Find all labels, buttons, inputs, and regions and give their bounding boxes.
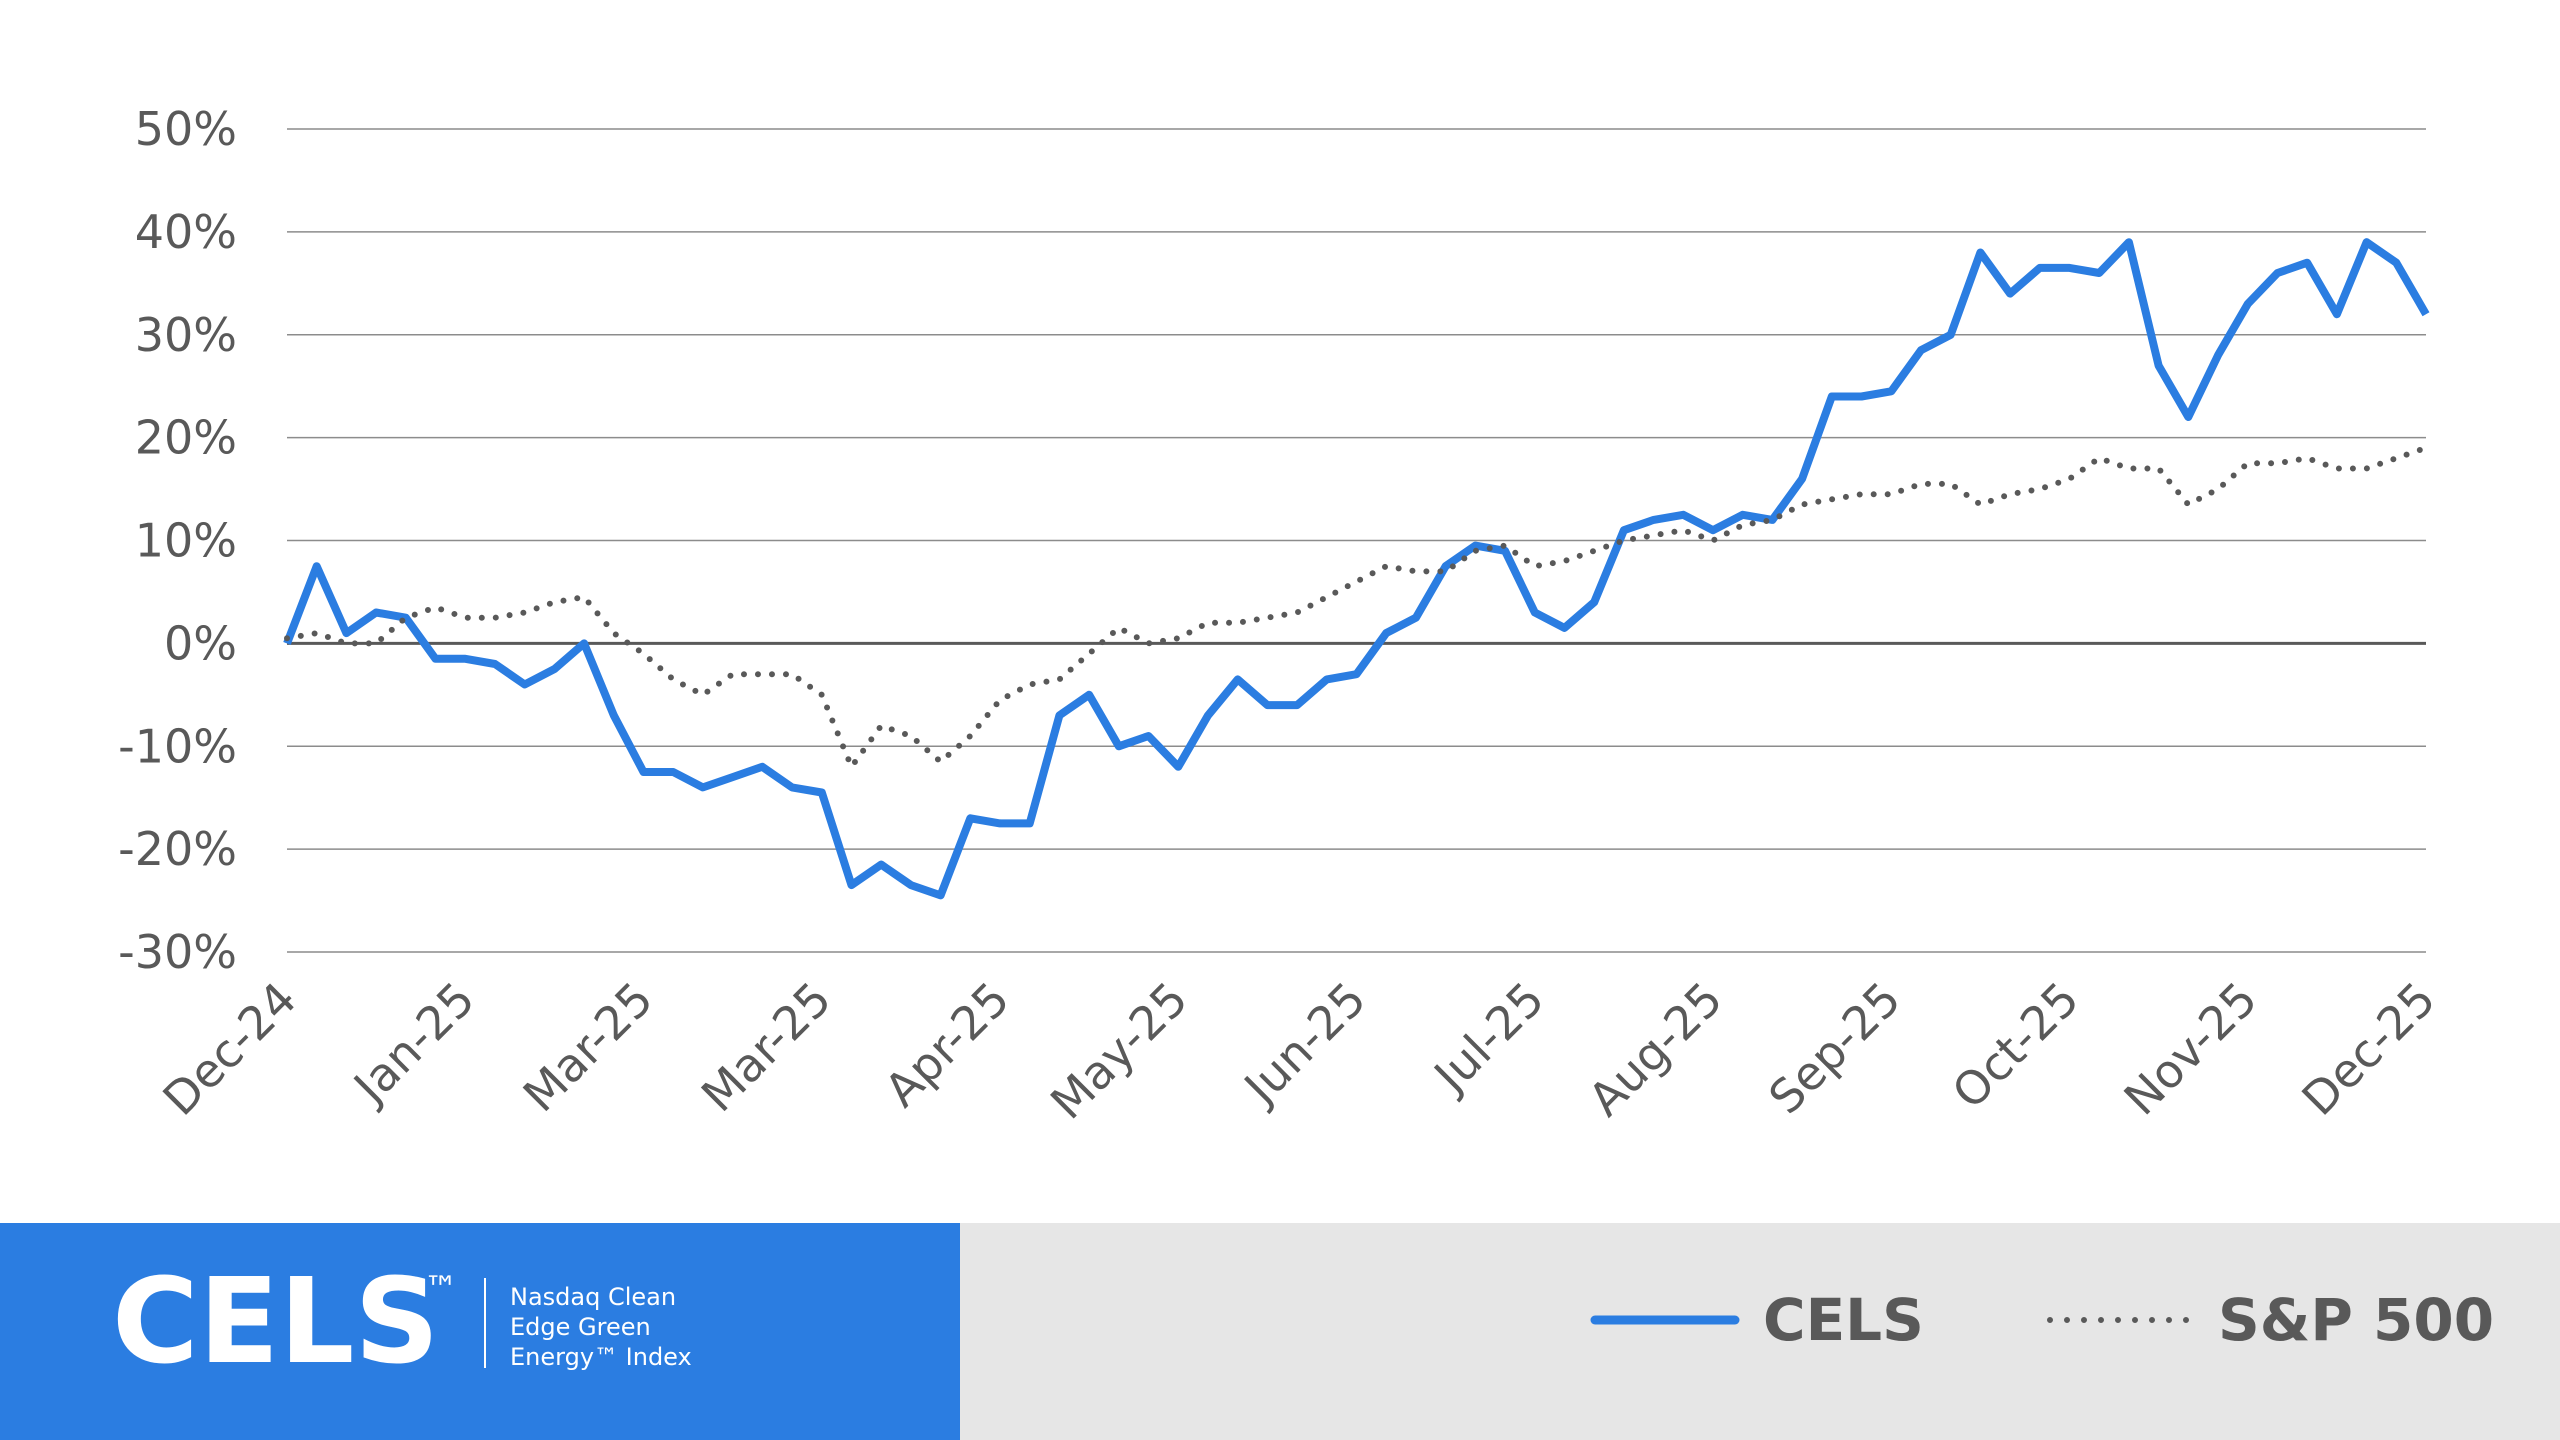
- brand-name: CELS: [112, 1252, 439, 1390]
- x-tick-label: Jun-25: [1232, 972, 1376, 1116]
- y-tick-label: 20%: [135, 411, 237, 465]
- x-tick-label: Jan-25: [341, 972, 485, 1116]
- y-tick-label: 30%: [135, 308, 237, 362]
- y-tick-label: -20%: [118, 822, 237, 876]
- x-tick-label: Mar-25: [513, 972, 664, 1123]
- x-tick-label: Dec-25: [2292, 972, 2446, 1126]
- brand-description: Energy™ Index: [510, 1343, 692, 1371]
- x-tick-label: Jul-25: [1422, 972, 1555, 1105]
- y-tick-label: 0%: [164, 616, 237, 670]
- x-tick-label: Aug-25: [1578, 972, 1733, 1127]
- x-tick-label: Dec-24: [153, 972, 307, 1126]
- y-tick-label: 10%: [135, 514, 237, 568]
- y-tick-label: 40%: [135, 205, 237, 259]
- legend-panel: [960, 1223, 2560, 1440]
- y-tick-label: 50%: [135, 102, 237, 156]
- x-tick-label: Mar-25: [691, 972, 842, 1123]
- brand-description: Nasdaq Clean: [510, 1283, 676, 1311]
- brand-description: Edge Green: [510, 1313, 651, 1341]
- brand-panel: [0, 1223, 960, 1440]
- series-line: [283, 238, 2430, 900]
- legend-label: S&P 500: [2218, 1286, 2494, 1354]
- series-line: [284, 444, 2429, 770]
- x-tick-label: Oct-25: [1942, 972, 2090, 1120]
- x-tick-label: Sep-25: [1758, 972, 1911, 1125]
- brand-trademark: ™: [424, 1269, 458, 1309]
- y-tick-label: -30%: [118, 925, 237, 979]
- legend-label: CELS: [1763, 1286, 1924, 1354]
- x-tick-label: Nov-25: [2114, 972, 2268, 1126]
- x-tick-label: May-25: [1040, 972, 1198, 1130]
- y-tick-label: -10%: [118, 719, 237, 773]
- x-tick-label: Apr-25: [874, 972, 1020, 1118]
